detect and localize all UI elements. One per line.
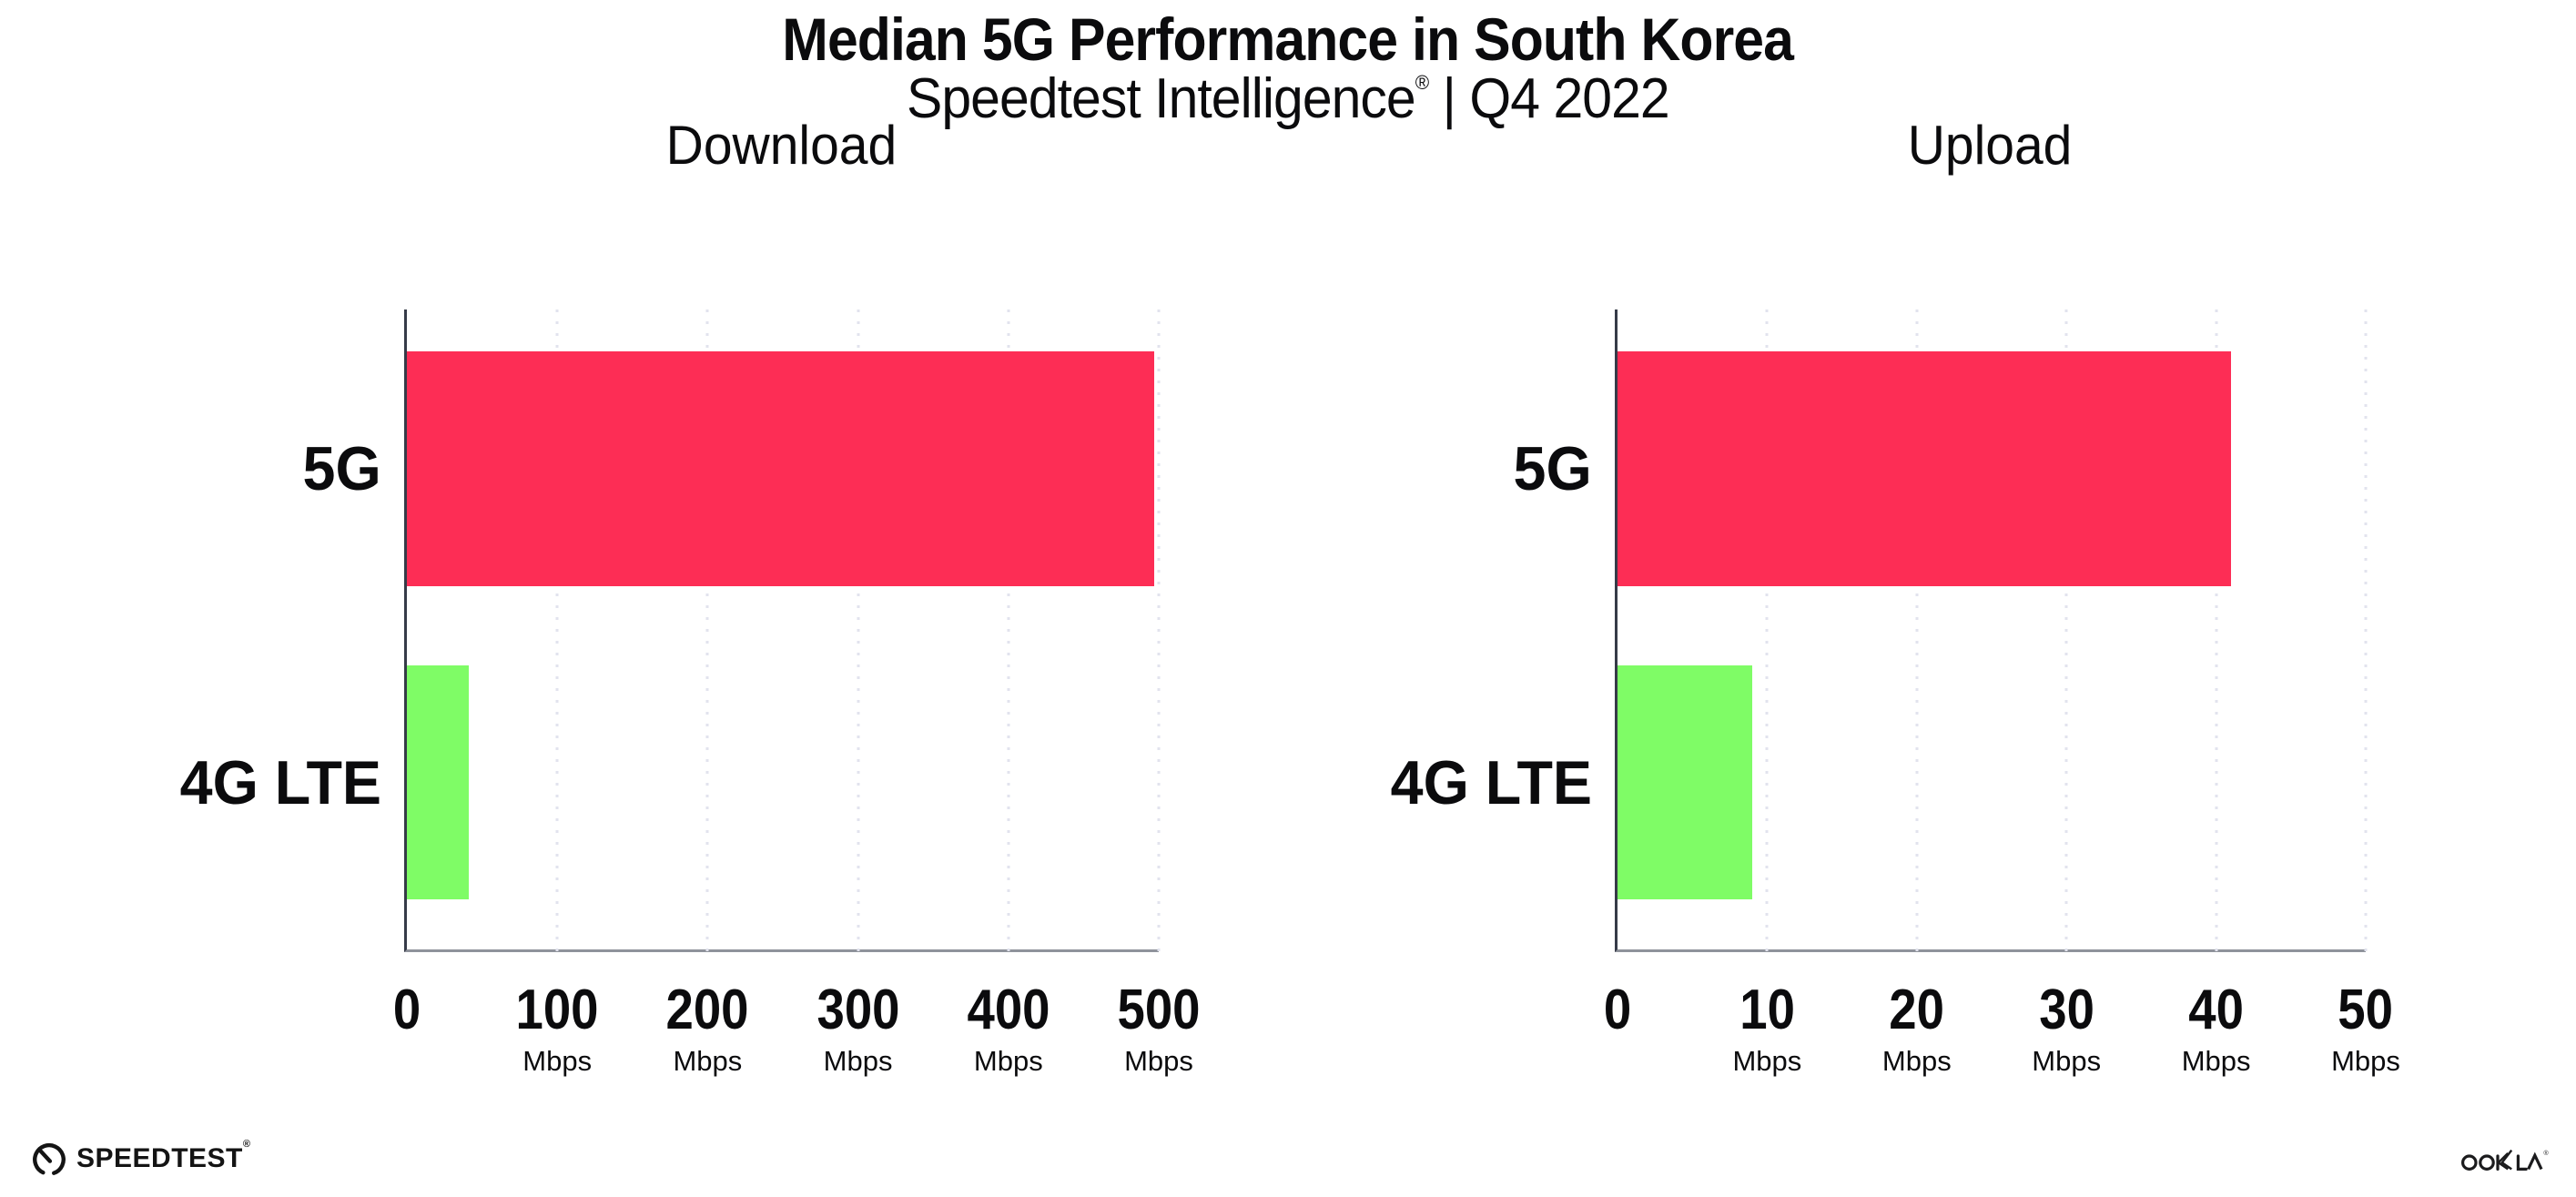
x-tick-unit: Mbps — [973, 1045, 1043, 1077]
x-tick-value: 10 — [1739, 979, 1795, 1041]
upload-chart-title: Upload — [1908, 115, 2073, 176]
x-tick-value: 0 — [392, 979, 421, 1041]
x-tick-value: 200 — [665, 979, 749, 1041]
page-subtitle: Speedtest Intelligence® | Q4 2022 — [0, 62, 2576, 127]
x-tick-200: 200 Mbps — [661, 979, 755, 1077]
x-tick-10: 10 Mbps — [1732, 979, 1802, 1077]
x-tick-50: 50 Mbps — [2331, 979, 2400, 1077]
gridline-200 — [705, 309, 709, 951]
svg-text:®: ® — [2543, 1149, 2549, 1157]
gridline-100 — [555, 309, 559, 951]
x-tick-value: 40 — [2188, 979, 2244, 1041]
x-tick-value: 400 — [967, 979, 1050, 1041]
speedtest-registered-mark: ® — [242, 1139, 251, 1150]
x-tick-unit: Mbps — [2032, 1045, 2102, 1077]
gridline-400 — [1007, 309, 1010, 951]
speedtest-logo: SPEEDTEST® — [30, 1140, 250, 1178]
download-plot-area: 0 100 Mbps 200 Mbps 300 Mbps 400 Mbps 500 Mbps 5G 4G… — [180, 309, 1201, 1075]
subtitle-brand: Speedtest Intelligence — [907, 67, 1416, 130]
speedtest-gauge-icon — [33, 1142, 66, 1176]
x-tick-300: 300 Mbps — [811, 979, 905, 1077]
download-chart-title: Download — [665, 115, 898, 176]
upload-chart: Upload 0 10 Mbps 20 Mbps 30 Mbps 40 Mbps 50 Mbps 5G… — [1391, 0, 2400, 1197]
bar-4g-lte-download — [407, 664, 469, 900]
x-tick-value: 300 — [816, 979, 900, 1041]
x-tick-0: 0 — [391, 982, 422, 1039]
gridline-20 — [1915, 309, 1919, 951]
row-label-5g: 5G — [1513, 434, 1592, 504]
x-tick-500: 500 Mbps — [1111, 979, 1205, 1077]
bar-4g-lte-upload — [1618, 664, 1752, 900]
bar-5g-upload — [1618, 351, 2232, 586]
speedtest-wordmark: SPEEDTEST® — [76, 1139, 251, 1173]
x-tick-unit: Mbps — [2181, 1045, 2251, 1077]
row-label-4g-lte: 4G LTE — [179, 747, 381, 817]
ookla-wordmark-icon: ® — [2461, 1149, 2549, 1171]
x-tick-value: 100 — [515, 979, 599, 1041]
download-chart: Download 0 100 Mbps 200 Mbps 300 Mbps 400 Mbps 50… — [180, 0, 1201, 1197]
gridline-40 — [2215, 309, 2218, 951]
x-tick-100: 100 Mbps — [510, 979, 603, 1077]
x-tick-30: 30 Mbps — [2032, 979, 2102, 1077]
x-tick-unit: Mbps — [1732, 1045, 1802, 1077]
gridline-30 — [2064, 309, 2068, 951]
x-tick-value: 30 — [2038, 979, 2094, 1041]
ookla-logo: ® — [2461, 1145, 2549, 1179]
bar-5g-download — [407, 351, 1155, 586]
x-tick-unit: Mbps — [673, 1045, 743, 1077]
x-tick-20: 20 Mbps — [1881, 979, 1952, 1077]
page-title-text: Median 5G Performance in South Korea — [782, 5, 1795, 73]
gridline-500 — [1157, 309, 1161, 951]
x-tick-400: 400 Mbps — [961, 979, 1055, 1077]
row-label-4g-lte: 4G LTE — [1390, 747, 1592, 817]
page-title: Median 5G Performance in South Korea — [0, 0, 2576, 69]
x-tick-40: 40 Mbps — [2181, 979, 2251, 1077]
x-tick-value: 500 — [1117, 979, 1201, 1041]
gridline-50 — [2364, 309, 2368, 951]
gridline-10 — [1765, 309, 1769, 951]
x-tick-value: 20 — [1889, 979, 1945, 1041]
x-tick-unit: Mbps — [522, 1045, 593, 1077]
x-tick-value: 0 — [1603, 979, 1632, 1041]
x-tick-unit: Mbps — [823, 1045, 893, 1077]
gridline-300 — [857, 309, 860, 951]
row-label-5g: 5G — [302, 434, 381, 504]
subtitle-period: | Q4 2022 — [1428, 67, 1670, 130]
x-tick-unit: Mbps — [1881, 1045, 1952, 1077]
x-tick-0: 0 — [1602, 982, 1633, 1039]
x-tick-value: 50 — [2338, 979, 2394, 1041]
x-tick-unit: Mbps — [2331, 1045, 2400, 1077]
x-tick-unit: Mbps — [1124, 1045, 1193, 1077]
upload-plot-area: 0 10 Mbps 20 Mbps 30 Mbps 40 Mbps 50 Mbps 5G 4G LTE — [1391, 309, 2400, 1075]
registered-mark: ® — [1415, 71, 1429, 94]
